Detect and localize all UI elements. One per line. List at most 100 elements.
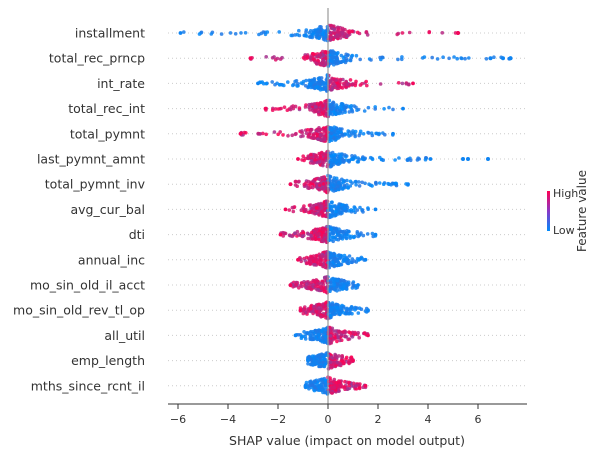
shap-point — [322, 289, 327, 294]
shap-point — [276, 107, 281, 111]
shap-point — [455, 56, 460, 61]
shap-point — [357, 31, 362, 36]
shap-point — [315, 137, 320, 141]
shap-point — [331, 162, 336, 167]
shap-point — [332, 179, 336, 184]
shap-point — [277, 30, 282, 34]
shap-point — [339, 53, 344, 58]
shap-point — [338, 154, 342, 158]
shap-point — [310, 337, 314, 342]
shap-point — [334, 158, 338, 163]
x-tick-label: −6 — [170, 413, 186, 426]
shap-point — [300, 130, 305, 135]
shap-point — [307, 82, 312, 86]
feature-label: total_rec_int — [68, 101, 145, 116]
shap-point — [313, 28, 318, 32]
shap-point — [329, 131, 333, 136]
shap-point — [328, 360, 333, 365]
shap-point — [387, 105, 391, 110]
shap-point — [329, 287, 334, 291]
shap-point — [275, 56, 280, 61]
shap-point — [317, 112, 321, 117]
shap-point — [362, 331, 367, 336]
colorbar-high-label: High — [553, 187, 578, 200]
shap-point — [317, 353, 322, 357]
shap-point — [263, 106, 268, 111]
shap-point — [281, 133, 285, 137]
shap-point — [318, 227, 322, 231]
shap-point — [317, 310, 322, 314]
shap-point — [317, 378, 322, 382]
shap-point — [332, 136, 336, 141]
x-tick-label: 0 — [325, 413, 332, 426]
shap-point — [492, 55, 496, 59]
shap-point — [322, 213, 326, 217]
shap-point — [365, 33, 370, 37]
shap-point — [335, 278, 340, 283]
shap-point — [411, 81, 415, 86]
shap-point — [300, 284, 304, 289]
shap-point — [306, 358, 310, 363]
shap-point — [296, 257, 300, 262]
shap-point — [340, 111, 345, 115]
shap-point — [332, 386, 337, 390]
shap-point — [330, 86, 335, 90]
shap-point — [329, 35, 334, 40]
outlier-point — [456, 31, 460, 35]
shap-point — [320, 254, 324, 259]
shap-point — [374, 180, 378, 185]
shap-point — [333, 335, 337, 339]
shap-point — [307, 186, 311, 190]
shap-point — [239, 31, 243, 35]
shap-point — [303, 383, 308, 388]
data-points — [178, 23, 513, 396]
shap-point — [337, 253, 341, 257]
shap-point — [322, 330, 327, 335]
shap-point — [278, 57, 283, 61]
shap-point — [228, 31, 233, 35]
shap-point — [341, 186, 346, 191]
shap-point — [335, 34, 340, 39]
shap-point — [338, 338, 342, 343]
shap-point — [308, 383, 313, 388]
shap-point — [370, 184, 374, 188]
shap-point — [358, 129, 363, 134]
shap-point — [311, 52, 315, 56]
shap-point — [353, 206, 357, 210]
shap-point — [341, 330, 346, 334]
shap-point — [332, 125, 337, 129]
shap-point — [357, 184, 362, 188]
shap-point — [338, 104, 343, 109]
shap-point — [319, 210, 324, 214]
shap-point — [340, 354, 345, 358]
shap-point — [406, 82, 411, 87]
shap-point — [336, 162, 341, 166]
shap-point — [382, 107, 386, 111]
shap-point — [336, 131, 340, 135]
shap-point — [327, 234, 332, 239]
shap-point — [313, 328, 318, 333]
shap-point — [311, 80, 315, 85]
shap-point — [301, 311, 306, 316]
colorbar: High Low Feature value — [547, 170, 589, 252]
shap-point — [351, 358, 355, 363]
shap-point — [373, 107, 378, 111]
shap-point — [283, 231, 288, 236]
shap-point — [321, 37, 326, 41]
shap-point — [296, 333, 301, 337]
shap-point — [337, 233, 341, 238]
shap-point — [318, 364, 323, 369]
shap-point — [358, 57, 363, 62]
shap-point — [332, 361, 337, 365]
shap-point — [315, 254, 319, 258]
shap-point — [361, 210, 365, 214]
shap-point — [311, 204, 316, 208]
shap-point — [354, 384, 358, 388]
feature-label: annual_inc — [78, 252, 145, 267]
shap-point — [329, 263, 334, 267]
shap-point — [331, 100, 336, 105]
shap-point — [349, 234, 353, 239]
shap-point — [377, 132, 381, 137]
shap-point — [317, 237, 321, 242]
shap-point — [302, 158, 306, 163]
